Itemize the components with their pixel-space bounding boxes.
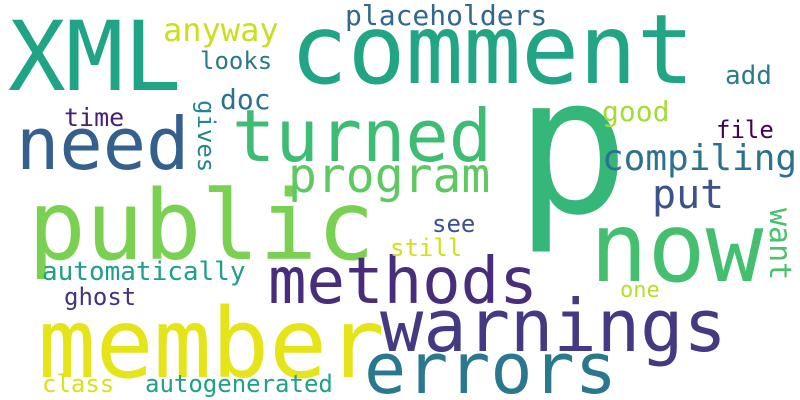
word-now: now [590,192,764,304]
word-one: one [620,278,660,303]
word-methods: methods [268,245,538,319]
word-errors: errors [364,328,617,400]
word-put: put [652,172,725,218]
word-add: add [725,61,772,91]
word-want: want [762,208,797,281]
word-still: still [390,234,463,262]
word-compiling: compiling [602,138,798,179]
word-turned: turned [232,94,493,178]
word-member: member [38,288,385,400]
word-doc: doc [220,83,271,116]
word-see: see [432,210,476,238]
word-automatically: automatically [42,257,246,287]
word-autogenerated: autogenerated [145,370,333,398]
word-xml: XML [8,1,182,113]
word-need: need [16,102,190,186]
word-placeholders: placeholders [345,0,548,32]
word-p: p [515,36,630,257]
word-looks: looks [200,47,273,75]
word-comment: comment [290,0,695,106]
word-program: program [288,148,491,204]
word-file: file [716,116,774,144]
word-ghost: ghost [64,283,137,311]
word-good: good [602,95,670,128]
word-anyway: anyway [163,11,279,49]
word-public: public [28,170,375,282]
word-warnings: warnings [380,284,727,368]
word-time: time [64,103,125,132]
word-gives: gives [192,100,220,173]
word-class: class [42,370,115,398]
